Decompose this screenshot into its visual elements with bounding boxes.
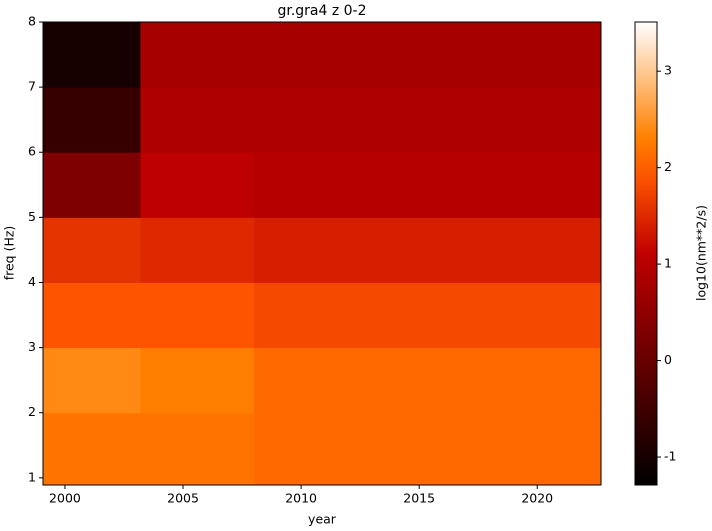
heatmap-cell bbox=[490, 347, 602, 414]
heatmap-cell bbox=[43, 282, 142, 349]
heatmap-cell bbox=[490, 152, 602, 218]
heatmap-cell bbox=[490, 412, 602, 486]
heatmap-cell bbox=[253, 282, 373, 349]
y-tick-label: 5 bbox=[28, 209, 36, 224]
heatmap-cell bbox=[43, 87, 142, 153]
heatmap-cell bbox=[490, 282, 602, 349]
heatmap-cell bbox=[253, 152, 373, 218]
x-tick-label: 2020 bbox=[521, 491, 553, 506]
heatmap-cell bbox=[140, 87, 255, 153]
heatmap-cell bbox=[371, 152, 491, 218]
heatmap-cell bbox=[43, 412, 142, 486]
heatmap-cell bbox=[371, 217, 491, 283]
heatmap-cell bbox=[140, 282, 255, 349]
x-tick-label: 2010 bbox=[285, 491, 317, 506]
heatmap-cell bbox=[371, 347, 491, 414]
x-tick-label: 2000 bbox=[49, 491, 81, 506]
heatmap-cell bbox=[140, 412, 255, 486]
y-axis-label: freq (Hz) bbox=[2, 226, 17, 281]
colorbar-tick-label: 3 bbox=[664, 63, 672, 78]
colorbar-tick-label: 2 bbox=[664, 159, 672, 174]
heatmap-cell bbox=[253, 347, 373, 414]
chart-title: gr.gra4 z 0-2 bbox=[277, 3, 366, 19]
heatmap-cell bbox=[43, 347, 142, 414]
heatmap-cell bbox=[140, 22, 255, 88]
x-tick-label: 2015 bbox=[403, 491, 435, 506]
colorbar bbox=[634, 21, 658, 486]
heatmap-cell bbox=[490, 217, 602, 283]
heatmap-cell bbox=[43, 152, 142, 218]
y-tick-label: 8 bbox=[28, 14, 36, 29]
heatmap-cell bbox=[490, 87, 602, 153]
heatmap-cell bbox=[140, 217, 255, 283]
heatmap-cell bbox=[253, 412, 373, 486]
heatmap-cell bbox=[371, 282, 491, 349]
heatmap-cell bbox=[371, 87, 491, 153]
heatmap-cell bbox=[140, 347, 255, 414]
x-tick-label: 2005 bbox=[167, 491, 199, 506]
heatmap-cell bbox=[43, 217, 142, 283]
y-tick-label: 3 bbox=[28, 339, 36, 354]
heatmap-cell bbox=[253, 22, 373, 88]
heatmap-cell bbox=[371, 412, 491, 486]
plot-frame bbox=[42, 21, 602, 486]
colorbar-tick-label: -1 bbox=[664, 449, 676, 464]
colorbar-label: log10(nm**2/s) bbox=[694, 205, 709, 301]
heatmap-cell bbox=[43, 22, 142, 88]
heatmap-cell bbox=[253, 217, 373, 283]
colorbar-tick-label: 1 bbox=[664, 256, 672, 271]
x-axis-label: year bbox=[308, 512, 337, 527]
heatmap-cell bbox=[253, 87, 373, 153]
y-tick-label: 6 bbox=[28, 144, 36, 159]
heatmap-cell bbox=[140, 152, 255, 218]
y-tick-label: 1 bbox=[28, 469, 36, 484]
heatmap-cell bbox=[371, 22, 491, 88]
y-tick-label: 4 bbox=[28, 274, 36, 289]
colorbar-tick-label: 0 bbox=[664, 352, 672, 367]
y-tick-label: 7 bbox=[28, 79, 36, 94]
y-tick-label: 2 bbox=[28, 404, 36, 419]
heatmap-cell bbox=[490, 22, 602, 88]
